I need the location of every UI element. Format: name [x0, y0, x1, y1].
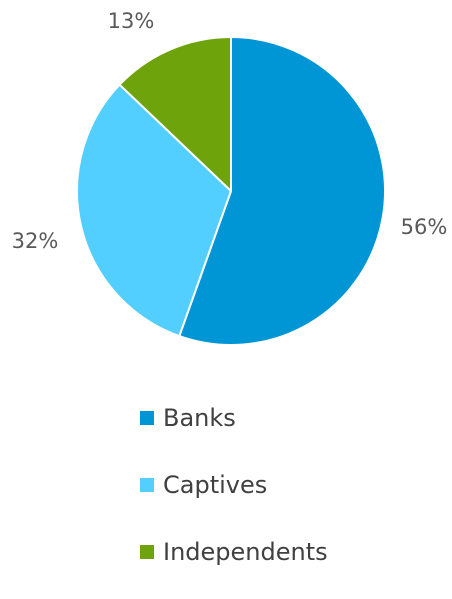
- legend-label-captives: Captives: [163, 471, 268, 499]
- legend-swatch-captives: [140, 478, 154, 492]
- data-label-banks: 56%: [401, 215, 448, 239]
- pie-slice-captives: [76, 83, 232, 338]
- legend-swatch-banks: [140, 411, 154, 425]
- pie-data-labels: 56% 32% 13%: [12, 9, 448, 253]
- pie-slice-banks: [178, 36, 386, 346]
- pie-slices: [76, 36, 386, 346]
- data-label-captives: 32%: [12, 229, 59, 253]
- pie-chart: 56% 32% 13% Banks Captives Independents: [12, 9, 448, 566]
- pie-slice-independents: [118, 36, 232, 192]
- data-label-independents: 13%: [108, 9, 155, 33]
- pie-chart-plot: 56% 32% 13%: [12, 9, 448, 346]
- legend-swatch-independents: [140, 545, 154, 559]
- legend-label-independents: Independents: [163, 538, 328, 566]
- legend-label-banks: Banks: [163, 404, 236, 432]
